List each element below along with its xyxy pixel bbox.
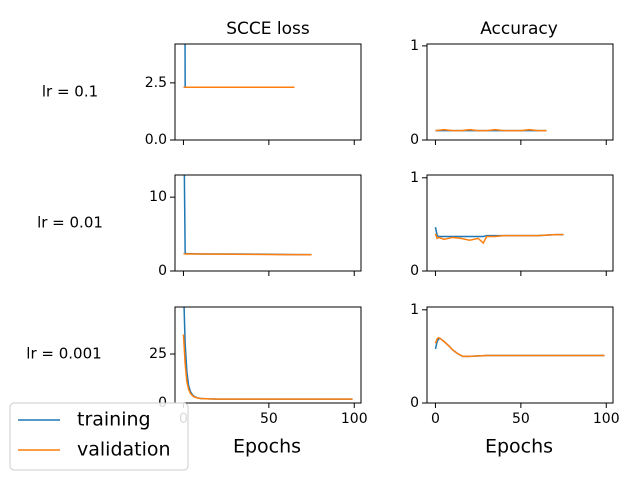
column-title: Accuracy: [480, 19, 558, 39]
x-axis-label: Epochs: [485, 436, 553, 458]
series-line: [434, 337, 605, 358]
x-tick-label: 100: [593, 411, 620, 427]
y-tick-label: 2.5: [145, 75, 167, 91]
x-axis-label: Epochs: [233, 436, 301, 458]
axes-frame: [174, 43, 362, 141]
series-line: [183, 307, 353, 400]
y-tick-label: 0: [410, 132, 419, 148]
legend: training validation: [9, 402, 189, 471]
axes-frame: [426, 174, 614, 272]
y-tick-label: 0: [158, 263, 167, 279]
axes-frame: [426, 43, 614, 141]
series-line: [435, 128, 547, 132]
y-tick-label: 10: [149, 189, 167, 205]
y-tick-label: 0.0: [145, 132, 167, 148]
axes-frame: [174, 306, 362, 404]
x-tick-label: 100: [341, 411, 368, 427]
x-tick-label: 50: [260, 411, 278, 427]
x-tick-label: 50: [512, 411, 530, 427]
y-tick-label: 25: [149, 346, 167, 362]
axes-frame: [174, 174, 362, 272]
series-line: [182, 334, 353, 400]
series-line: [434, 336, 605, 358]
legend-label: validation: [77, 439, 171, 461]
axes-frame: [426, 306, 614, 404]
y-tick-label: 0: [410, 395, 419, 411]
y-tick-label: 1: [410, 170, 419, 186]
series-line: [183, 252, 312, 256]
row-label: lr = 0.1: [42, 83, 98, 101]
x-tick-label: 0: [431, 411, 440, 427]
y-tick-label: 0: [410, 263, 419, 279]
y-tick-label: 1: [410, 38, 419, 54]
y-tick-label: 1: [410, 302, 419, 318]
column-title: SCCE loss: [226, 19, 310, 39]
series-line: [183, 175, 312, 256]
legend-label: training: [77, 409, 151, 431]
row-label: lr = 0.01: [37, 214, 103, 232]
row-label: lr = 0.001: [26, 345, 101, 363]
series-line: [434, 233, 564, 245]
